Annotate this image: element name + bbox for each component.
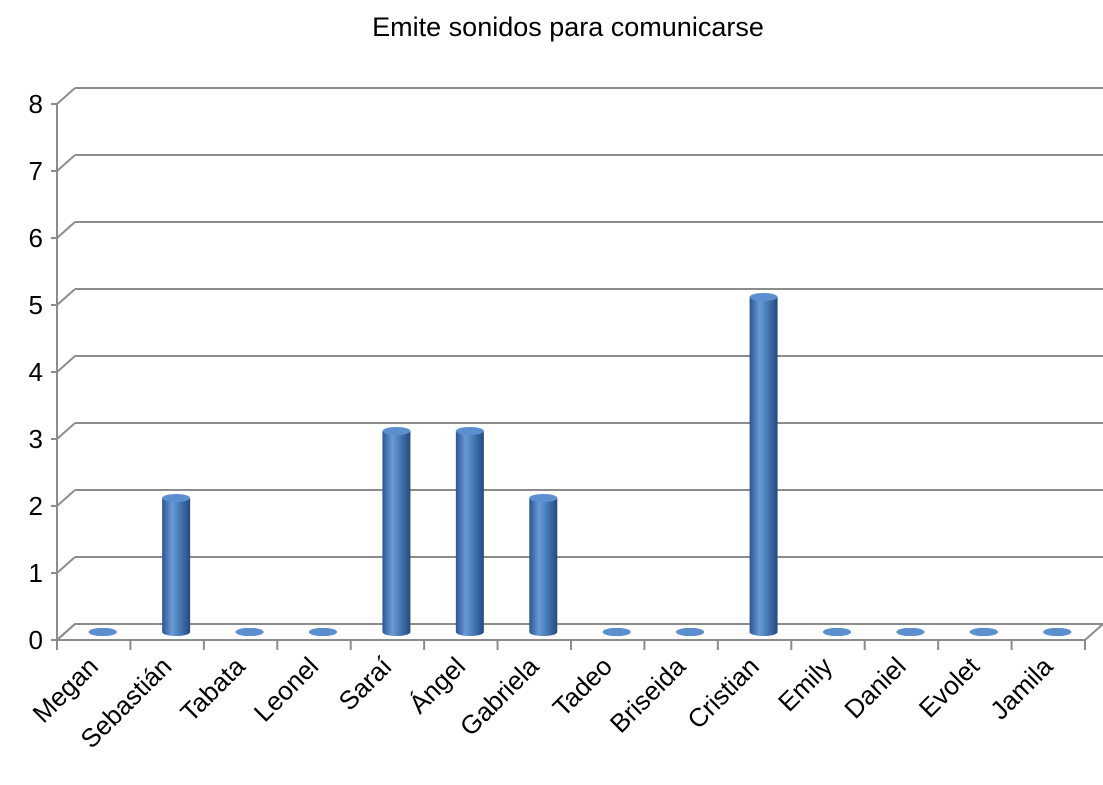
bar [896,628,925,636]
bar-cap [823,628,851,636]
bars [88,293,1072,636]
bar-cap [602,628,631,636]
x-category-label: Evolet [913,650,986,723]
y-tick-label: 7 [29,156,43,186]
y-tick-label: 5 [29,290,43,320]
bar [1043,628,1072,636]
y-tick-label: 2 [29,491,43,521]
x-category-label: Jamila [984,651,1059,726]
bar [529,494,558,636]
bar-cap [455,427,484,435]
gridline-side [56,221,76,239]
chart-title: Emite sonidos para comunicarse [372,12,764,42]
x-category-label: Saraí [333,650,399,716]
bar-cap [88,628,117,636]
bar-cap [896,628,925,636]
x-category-label: Briseida [604,651,692,739]
bar [823,628,851,636]
y-tick-label: 4 [29,357,43,387]
bar-cap [382,427,411,435]
axes [51,103,1103,650]
bar [162,494,191,636]
bar [235,628,264,636]
bar-body [529,498,558,636]
bar-cap [969,628,998,636]
gridline-side [56,355,76,373]
gridline-side [56,556,76,574]
bar-cap [1043,628,1072,636]
gridline-side [56,87,76,105]
bar-body [455,431,484,636]
bar [676,628,705,636]
x-category-label: Cristian [681,651,765,735]
gridline-side [56,489,76,507]
bar-cap [235,628,264,636]
x-category-label: Gabriela [454,651,545,742]
x-category-label: Emily [772,651,838,717]
bar-body [749,297,778,636]
x-category-label: Ángel [403,651,471,719]
gridline-side [56,422,76,440]
x-category-label: Tadeo [547,651,618,722]
bar [969,628,998,636]
bar [455,427,484,636]
bar-cap [749,293,778,301]
bar [309,628,337,636]
chart-floor [54,623,1103,641]
y-tick-label: 6 [29,223,43,253]
bar-cap [676,628,705,636]
bar-cap [309,628,337,636]
y-tick-label: 3 [29,424,43,454]
x-category-label: Daniel [838,651,911,724]
y-tick-label: 1 [29,558,43,588]
bar [382,427,411,636]
y-tick-label: 8 [29,89,43,119]
y-tick-label: 0 [29,625,43,655]
bar [88,628,117,636]
gridline-side [56,154,76,172]
gridline-side [56,288,76,306]
gridlines [56,87,1103,641]
bar-body [162,498,191,636]
bar-cap [529,494,558,502]
y-axis-tick-labels: 0 1 2 3 4 5 6 7 8 [29,89,43,655]
x-category-label: Leonel [248,651,324,727]
bar-cap [162,494,191,502]
bar [602,628,631,636]
bar [749,293,778,636]
x-category-label: Tabata [174,651,251,728]
bar-body [382,431,411,636]
